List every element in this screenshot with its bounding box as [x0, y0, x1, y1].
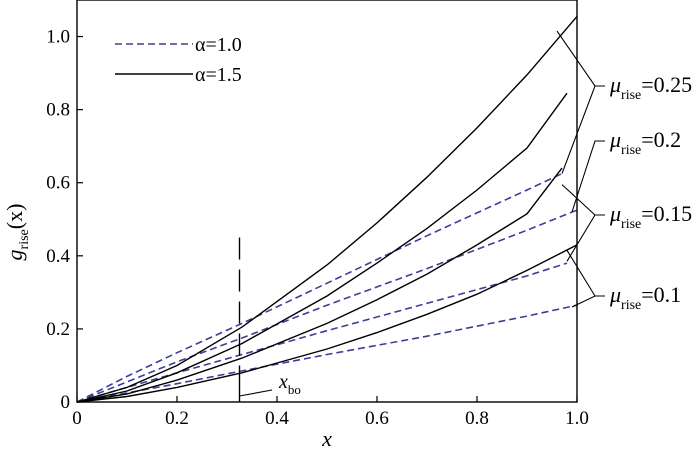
- mu-label: μrise=0.25: [609, 72, 692, 103]
- series-line-alpha-1-5-mu-0-25: [76, 15, 578, 403]
- x-axis-title: x: [321, 426, 332, 450]
- mu-leader-line: [561, 85, 605, 174]
- x-tick-label: 0.2: [165, 408, 189, 429]
- mu-leader-line: [561, 184, 605, 216]
- tick-layer: 0 0.2 0.4 0.6 0.8 1.0 0 0.2 0.4 0.6 0.8 1.0: [46, 27, 589, 429]
- x-tick-label: 0.8: [465, 408, 489, 429]
- mu-leader-line: [556, 30, 605, 87]
- series-line-alpha-1-0-mu-0-15: [76, 262, 568, 403]
- y-axis-title-arg: (x): [2, 204, 27, 230]
- mu-label: μrise=0.2: [609, 127, 681, 158]
- y-axis-title-main: g: [2, 249, 27, 260]
- y-tick-label: 0.8: [46, 100, 70, 121]
- y-tick-label: 0.6: [46, 173, 70, 194]
- y-tick-label: 0: [61, 392, 71, 413]
- mu-label: μrise=0.1: [609, 282, 681, 313]
- mu-leader-line: [571, 295, 605, 308]
- mu-label: μrise=0.15: [609, 201, 692, 232]
- x-tick-label: 0.4: [265, 408, 289, 429]
- series-line-alpha-1-5-mu-0-1: [76, 244, 578, 403]
- series-line-alpha-1-5-mu-0-15: [76, 167, 563, 403]
- annotation-layer: xbo μrise=0.25 μrise=0.2 μrise=0.15 μrise=0.…: [238, 30, 692, 402]
- y-tick-label: 0.2: [46, 319, 70, 340]
- y-axis-title-sub: rise: [17, 229, 32, 249]
- mu-leader-line: [566, 250, 605, 297]
- plot-frame: [76, 0, 578, 403]
- legend: α=1.0 α=1.5: [115, 34, 242, 86]
- plot-lines: [76, 15, 578, 403]
- x-bo-leader: [239, 389, 273, 397]
- y-axis-title: grise(x): [2, 204, 32, 261]
- legend-label-alpha-1-0: α=1.0: [195, 34, 242, 56]
- y-tick-label: 0.4: [46, 246, 70, 267]
- series-line-alpha-1-0-mu-0-2: [76, 209, 578, 403]
- x-tick-label: 0.6: [365, 408, 389, 429]
- mu-leader-line: [566, 214, 605, 262]
- mu-leader-line: [571, 140, 605, 213]
- x-tick-label: 0: [72, 408, 82, 429]
- y-tick-label: 1.0: [46, 27, 70, 48]
- svg-text:grise(x): grise(x): [2, 204, 32, 261]
- legend-label-alpha-1-5: α=1.5: [195, 64, 242, 86]
- x-bo-label: xbo: [278, 371, 301, 397]
- series-line-alpha-1-5-mu-0-2: [76, 92, 568, 403]
- series-line-alpha-1-0-mu-0-25: [76, 172, 563, 403]
- x-tick-label: 1.0: [565, 408, 589, 429]
